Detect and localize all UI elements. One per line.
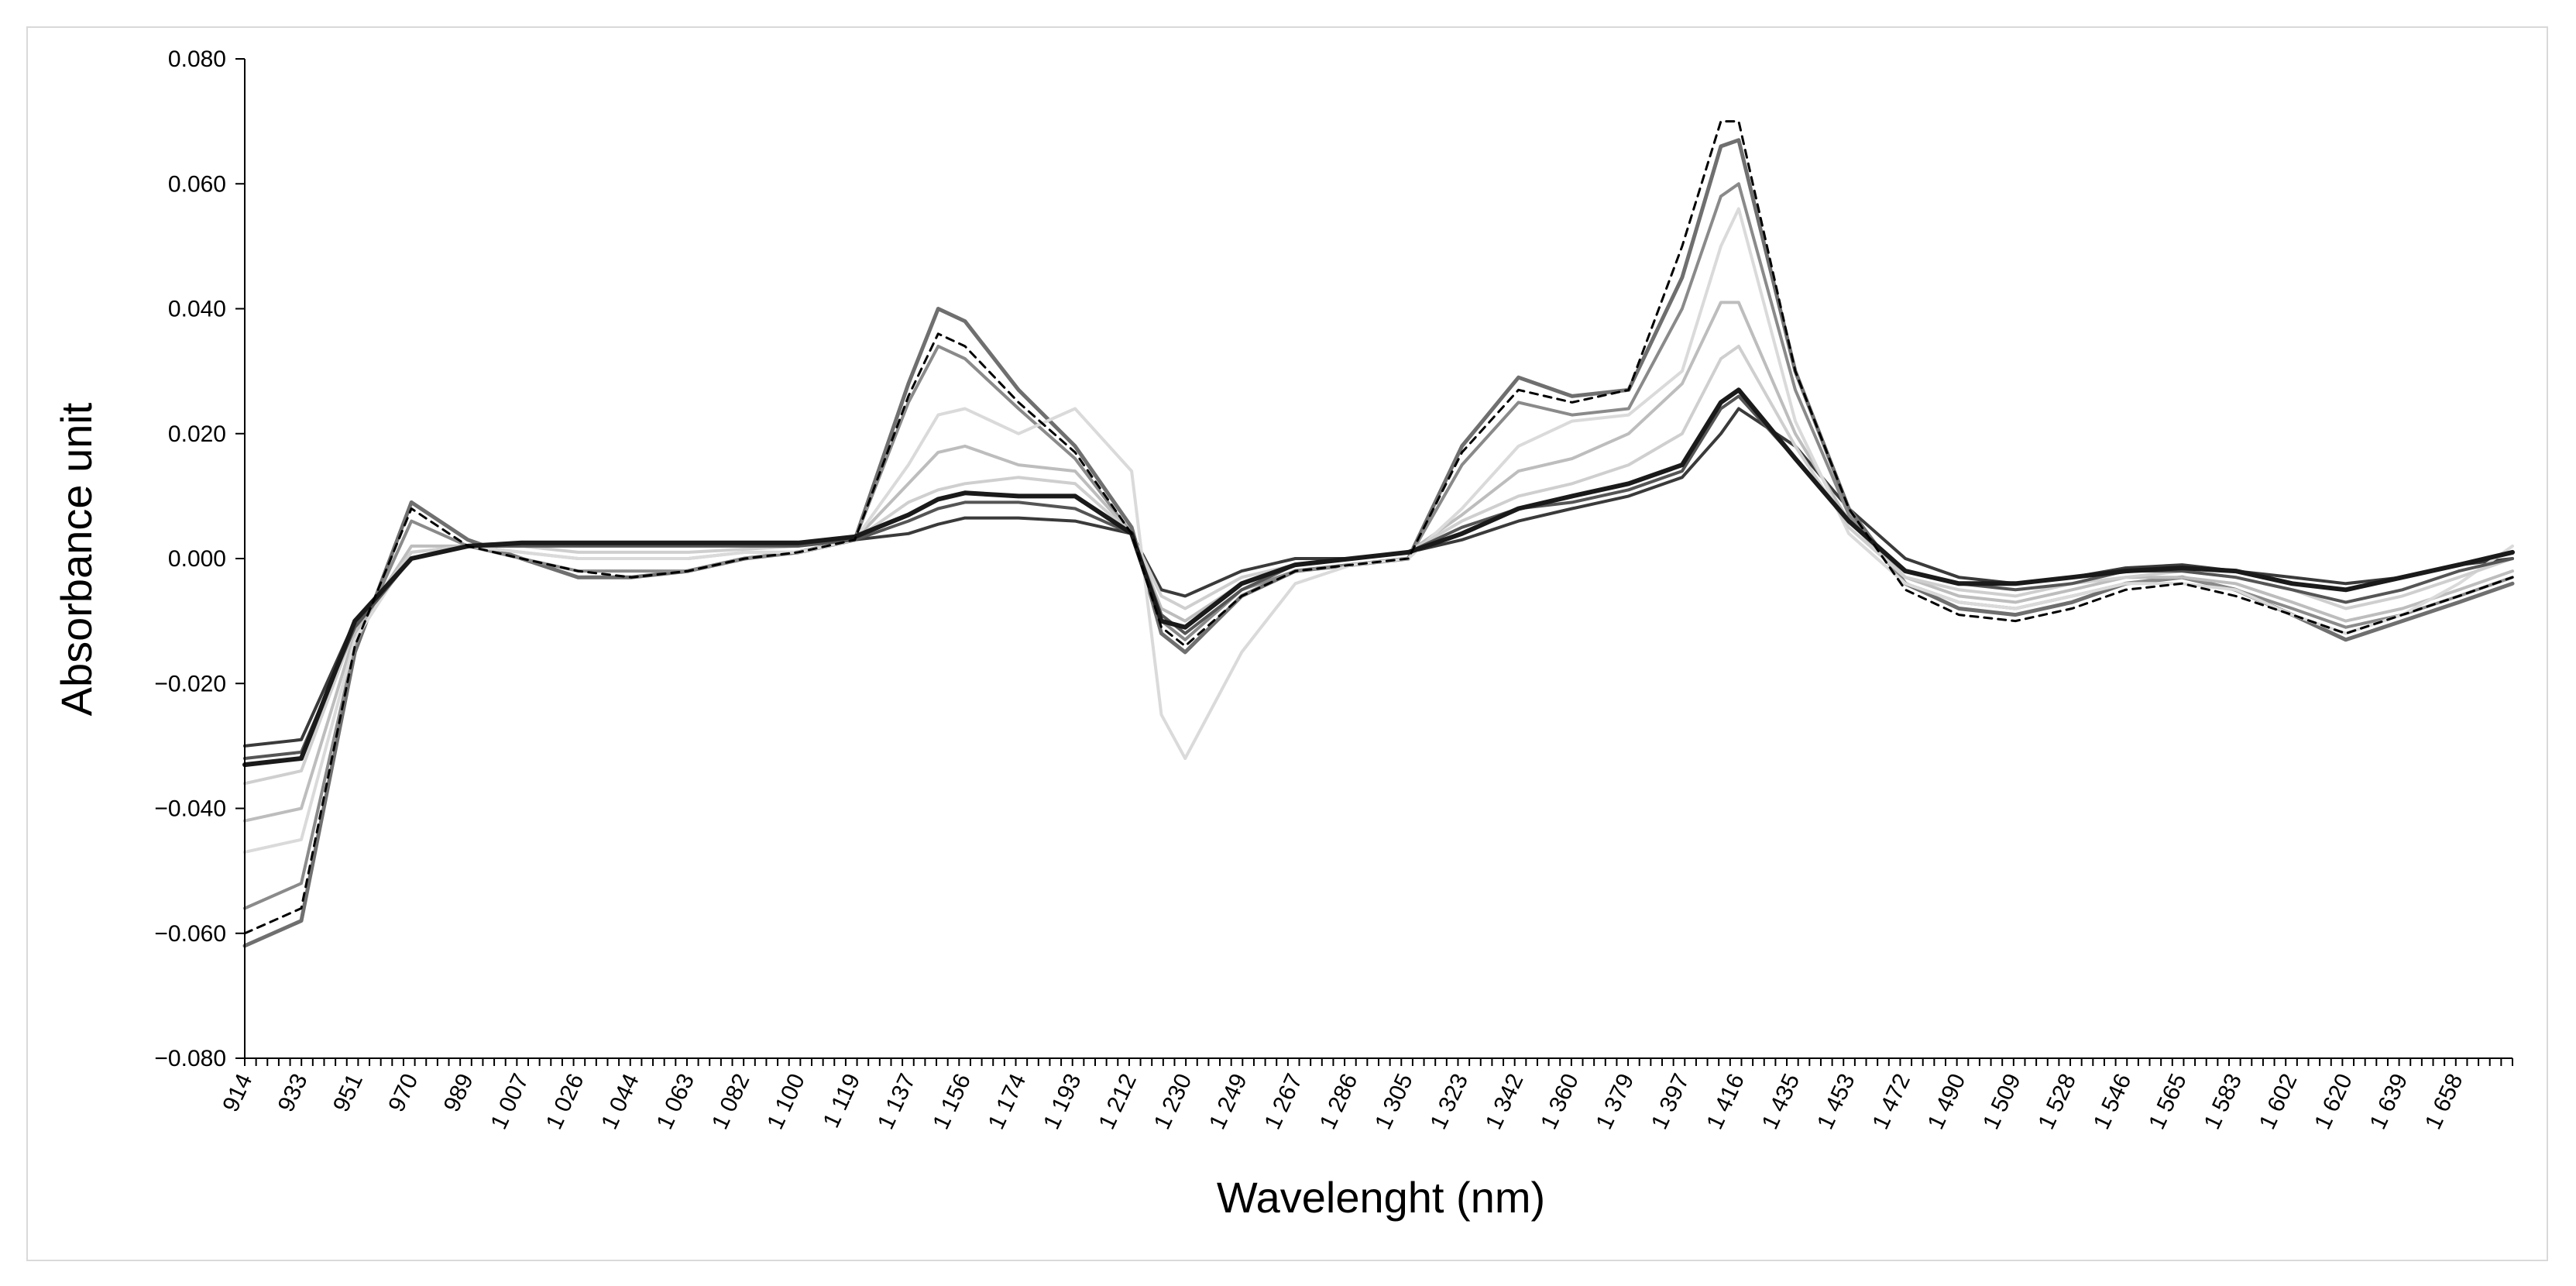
- x-tick-label: 1 212: [1094, 1070, 1142, 1133]
- x-tick-label: 1 546: [2089, 1070, 2137, 1133]
- x-tick-label: 1 602: [2255, 1070, 2303, 1133]
- y-axis-title: Absorbance unit: [52, 402, 101, 716]
- x-tick-label: 914: [218, 1070, 257, 1116]
- x-tick-label: 1 565: [2144, 1070, 2192, 1133]
- x-tick-label: 1 360: [1536, 1070, 1584, 1133]
- x-tick-label: 1 137: [873, 1070, 921, 1133]
- y-tick-label: −0.020: [154, 671, 226, 696]
- x-tick-label: 1 490: [1923, 1070, 1971, 1133]
- y-tick-label: 0.060: [168, 171, 226, 197]
- x-tick-label: 1 119: [819, 1070, 866, 1132]
- x-tick-label: 1 435: [1757, 1070, 1805, 1133]
- x-tick-label: 1 249: [1204, 1070, 1252, 1133]
- x-tick-label: 1 082: [707, 1070, 755, 1133]
- chart-frame: [26, 26, 2548, 1261]
- x-tick-label: 1 453: [1812, 1070, 1860, 1133]
- x-tick-label: 951: [328, 1070, 368, 1116]
- x-tick-label: 1 174: [984, 1070, 1032, 1133]
- y-tick-label: −0.080: [154, 1046, 226, 1071]
- series-line-black-bold: [242, 387, 2515, 768]
- x-tick-label: 1 639: [2365, 1070, 2413, 1133]
- x-tick-label: 1 100: [762, 1070, 810, 1133]
- x-tick-label: 1 658: [2420, 1070, 2468, 1133]
- series-line-dashed: [243, 120, 2514, 935]
- y-tick-label: 0.000: [168, 546, 226, 572]
- x-tick-label: 1 044: [596, 1070, 644, 1133]
- x-tick-label: 933: [273, 1070, 313, 1116]
- x-tick-label: 989: [439, 1070, 479, 1116]
- x-tick-label: 1 156: [928, 1070, 976, 1133]
- x-tick-label: 1 323: [1426, 1070, 1474, 1133]
- x-tick-label: 1 397: [1647, 1070, 1695, 1133]
- x-tick-label: 1 305: [1370, 1070, 1418, 1133]
- x-tick-label: 1 026: [541, 1070, 589, 1133]
- x-tick-label: 1 342: [1481, 1070, 1529, 1133]
- y-tick-label: 0.040: [168, 297, 226, 322]
- x-axis-title: Wavelenght (nm): [1217, 1173, 1545, 1222]
- y-tick-label: −0.040: [154, 796, 226, 822]
- x-tick-label: 1 620: [2310, 1070, 2358, 1133]
- y-tick-label: 0.080: [168, 46, 226, 72]
- y-tick-label: −0.060: [154, 921, 226, 947]
- y-tick-label: 0.020: [168, 421, 226, 447]
- x-tick-label: 1 007: [486, 1070, 534, 1133]
- ticks-layer: −0.080 −0.060 −0.040 −0.020 0.000 0.020 0.040 0…: [154, 46, 2513, 1133]
- x-tick-label: 1 379: [1592, 1070, 1640, 1133]
- x-tick-label: 1 063: [652, 1070, 700, 1133]
- x-tick-label: 1 230: [1149, 1070, 1197, 1133]
- x-tick-label: 970: [383, 1070, 423, 1116]
- x-tick-label: 1 286: [1315, 1070, 1363, 1133]
- x-tick-label: 1 193: [1039, 1070, 1087, 1133]
- series-line-light-2: [243, 207, 2514, 854]
- x-tick-label: 1 472: [1867, 1070, 1915, 1133]
- x-tick-label: 1 509: [1978, 1070, 2026, 1133]
- x-tick-label: 1 416: [1702, 1070, 1750, 1133]
- series-layer: [242, 120, 2515, 948]
- x-tick-label: 1 583: [2200, 1070, 2248, 1133]
- x-tick-label: 1 267: [1259, 1070, 1307, 1133]
- x-tick-label: 1 528: [2033, 1070, 2081, 1133]
